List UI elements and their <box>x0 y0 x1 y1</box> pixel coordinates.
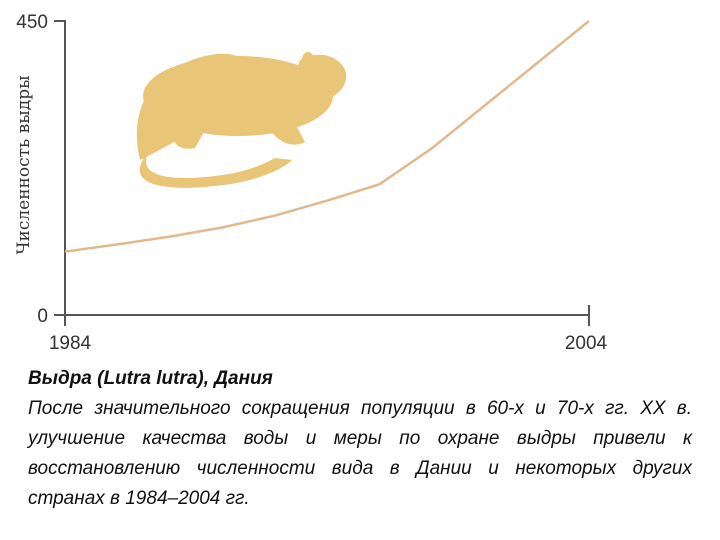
y-axis-title: Численность выдры <box>14 75 34 254</box>
series-line-0 <box>64 20 590 253</box>
caption-title: Выдра (Lutra lutra), Дания <box>28 368 273 389</box>
otter-population-chart: 450 0 1984 2004 Численность выдры <box>14 12 608 354</box>
otter-icon <box>136 52 347 188</box>
y-tick-label-min: 0 <box>37 306 48 327</box>
caption-body: После значительного сокращения популяции… <box>28 398 692 509</box>
y-tick-label-max: 450 <box>16 12 48 33</box>
x-tick-label-end: 2004 <box>565 333 608 354</box>
x-tick-label-start: 1984 <box>49 333 92 354</box>
series-layer <box>64 20 590 253</box>
caption: Выдра (Lutra lutra), Дания После значите… <box>28 364 692 514</box>
